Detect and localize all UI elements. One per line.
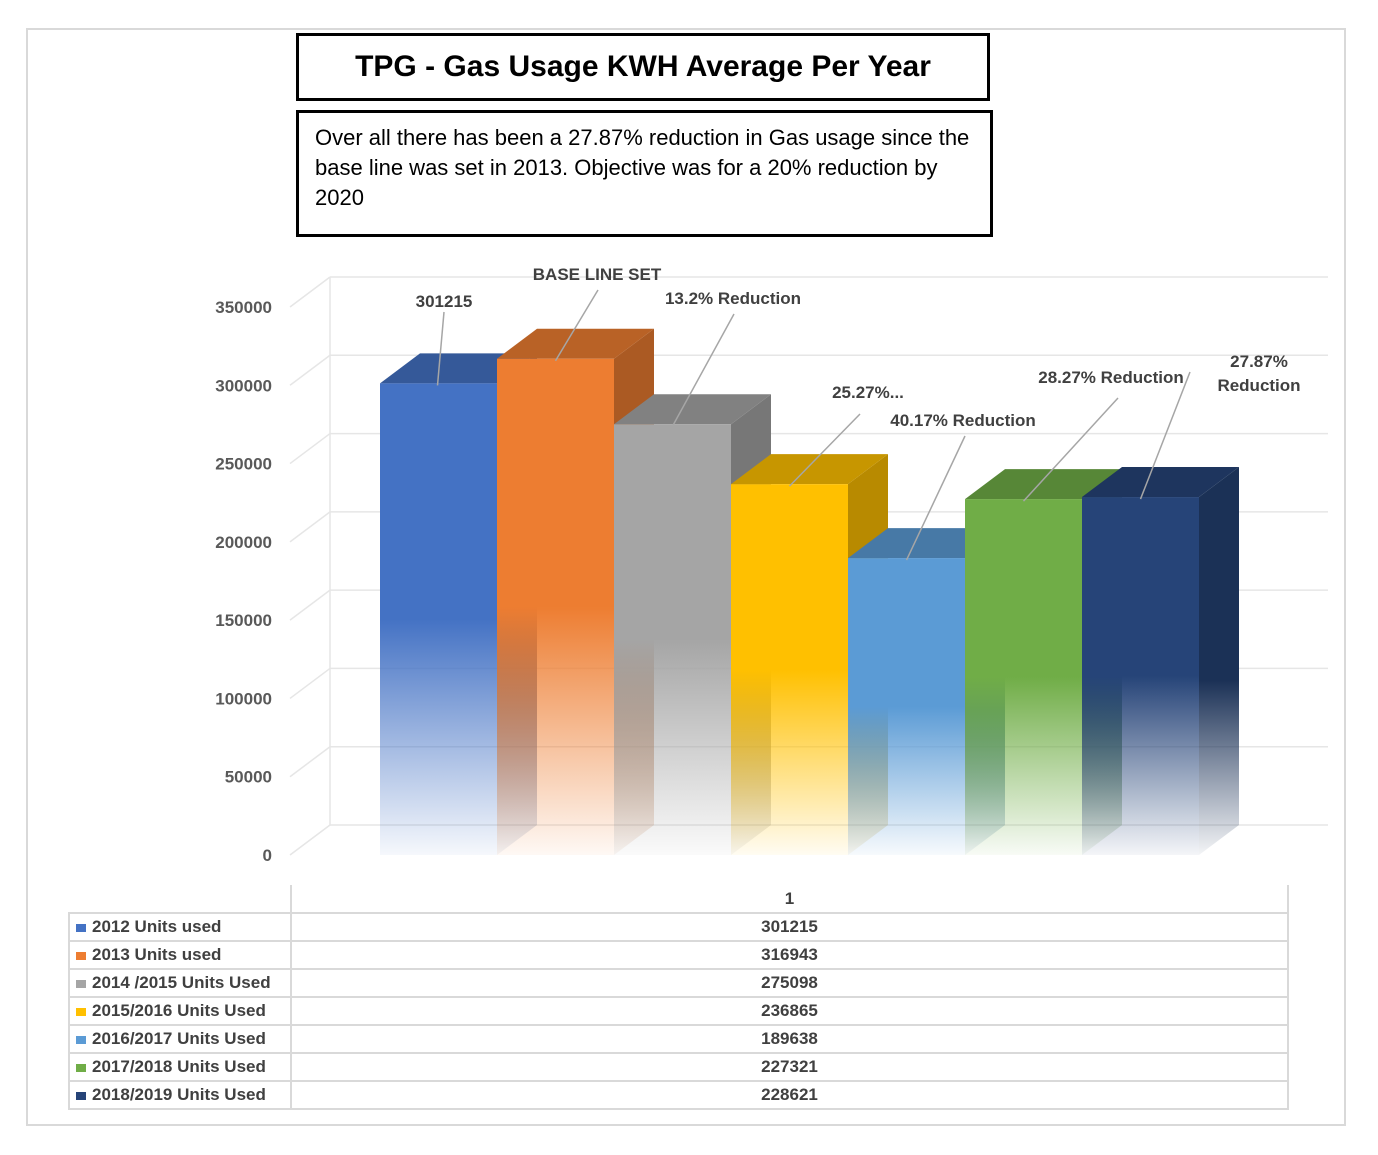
- data-label: 25.27%...: [832, 383, 904, 402]
- series-value: 316943: [290, 940, 1289, 970]
- leader-line: [436, 311, 445, 386]
- y-tick-label: 50000: [225, 768, 272, 787]
- data-label: 28.27% Reduction: [1038, 368, 1184, 387]
- table-row: 2013 Units used 316943: [68, 940, 1289, 970]
- y-tick-label: 300000: [215, 376, 272, 395]
- table-corner: [69, 885, 292, 914]
- data-label: Reduction: [1217, 376, 1300, 395]
- y-tick-label: 250000: [215, 455, 272, 474]
- bars-layer: [380, 328, 1239, 855]
- series-name: 2012 Units used: [92, 917, 222, 936]
- gridline-depth: [289, 432, 331, 465]
- bar-front: [614, 424, 731, 855]
- legend-swatch-icon: [76, 1007, 86, 1016]
- leader-line: [554, 289, 599, 362]
- series-value: 301215: [290, 912, 1289, 942]
- series-label: 2015/2016 Units Used: [68, 996, 292, 1026]
- series-name: 2016/2017 Units Used: [92, 1029, 266, 1048]
- series-name: 2014 /2015 Units Used: [92, 973, 271, 992]
- bar-front: [965, 499, 1082, 855]
- table-body: 2012 Units used 301215 2013 Units used 3169…: [68, 912, 1289, 1110]
- bar-front: [848, 558, 965, 855]
- y-tick-label: 200000: [215, 533, 272, 552]
- bar-side: [1199, 467, 1239, 855]
- legend-swatch-icon: [76, 923, 86, 932]
- data-label: 301215: [416, 292, 473, 311]
- bar-top: [497, 328, 654, 359]
- leader-line: [788, 413, 861, 487]
- gridline-depth: [289, 667, 331, 700]
- gridline-depth: [289, 276, 331, 308]
- data-label: 27.87%: [1230, 352, 1288, 371]
- bar-front: [731, 484, 848, 855]
- y-tick-label: 150000: [215, 611, 272, 630]
- bar-top: [1082, 467, 1239, 498]
- bar-top: [965, 469, 1122, 500]
- table-row: 2018/2019 Units Used 228621: [68, 1080, 1289, 1110]
- legend-swatch-icon: [76, 1063, 86, 1072]
- series-name: 2017/2018 Units Used: [92, 1057, 266, 1076]
- y-tick-label: 100000: [215, 689, 272, 708]
- series-label: 2016/2017 Units Used: [68, 1024, 292, 1054]
- table-row: 2015/2016 Units Used 236865: [68, 996, 1289, 1026]
- legend-swatch-icon: [76, 1035, 86, 1044]
- legend-swatch-icon: [76, 951, 86, 960]
- series-label: 2018/2019 Units Used: [68, 1080, 292, 1110]
- series-label: 2017/2018 Units Used: [68, 1052, 292, 1082]
- series-value: 275098: [290, 968, 1289, 998]
- leader-line: [1022, 397, 1119, 502]
- series-value: 189638: [290, 1024, 1289, 1054]
- series-value: 236865: [290, 996, 1289, 1026]
- series-label: 2014 /2015 Units Used: [68, 968, 292, 998]
- legend-swatch-icon: [76, 1091, 86, 1100]
- table-row: 2017/2018 Units Used 227321: [68, 1052, 1289, 1082]
- bar-top: [731, 454, 888, 485]
- gridline-depth: [289, 589, 331, 621]
- series-name: 2015/2016 Units Used: [92, 1001, 266, 1020]
- table-row: 2014 /2015 Units Used 275098: [68, 968, 1289, 998]
- data-label: BASE LINE SET: [533, 265, 662, 284]
- data-table: 1 2012 Units used 301215 2013 Units used 31…: [68, 885, 1289, 1110]
- gridline-depth: [289, 354, 331, 386]
- bar-front: [497, 358, 614, 855]
- data-label: 13.2% Reduction: [665, 289, 801, 308]
- gridline-depth: [289, 511, 331, 543]
- bar-top: [614, 394, 771, 425]
- table-header-cell: 1: [290, 885, 1289, 914]
- leader-line: [1139, 371, 1191, 500]
- bar-front: [380, 383, 497, 855]
- series-value: 228621: [290, 1080, 1289, 1110]
- summary-note: Over all there has been a 27.87% reducti…: [296, 110, 993, 237]
- data-label: 40.17% Reduction: [890, 411, 1036, 430]
- gridline-depth: [289, 746, 331, 778]
- bar-7: [1082, 467, 1239, 855]
- bar-front: [1082, 497, 1199, 855]
- table-row: 2016/2017 Units Used 189638: [68, 1024, 1289, 1054]
- y-tick-label: 0: [263, 846, 272, 865]
- chart-title: TPG - Gas Usage KWH Average Per Year: [296, 33, 990, 101]
- gridline-depth: [289, 824, 331, 856]
- table-row: 2012 Units used 301215: [68, 912, 1289, 942]
- series-name: 2013 Units used: [92, 945, 222, 964]
- series-label: 2012 Units used: [68, 912, 292, 942]
- y-tick-label: 350000: [215, 298, 272, 317]
- legend-swatch-icon: [76, 979, 86, 988]
- series-value: 227321: [290, 1052, 1289, 1082]
- leader-line: [671, 313, 735, 427]
- series-name: 2018/2019 Units Used: [92, 1085, 266, 1104]
- series-label: 2013 Units used: [68, 940, 292, 970]
- table-header-row: 1: [69, 885, 1289, 914]
- leader-line: [905, 435, 966, 561]
